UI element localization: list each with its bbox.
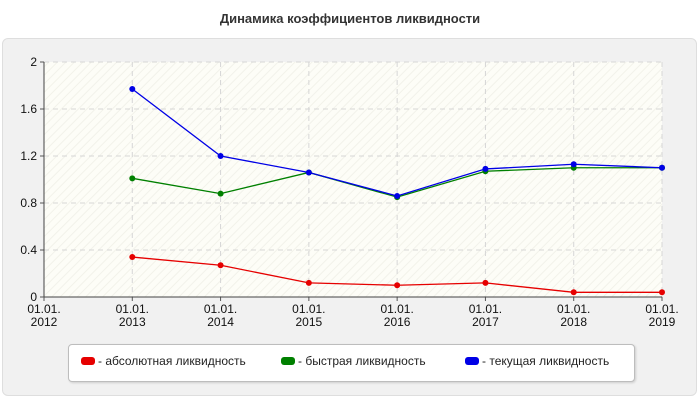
data-point xyxy=(129,86,136,93)
data-point xyxy=(217,262,224,269)
y-tick-label: 1.2 xyxy=(20,149,37,163)
legend-label: - быстрая ликвидность xyxy=(298,354,426,368)
x-tick-label: 01.01. 2019 xyxy=(645,302,678,329)
data-point xyxy=(394,282,401,289)
x-tick-label: 01.01. 2016 xyxy=(380,302,413,329)
data-point xyxy=(482,165,489,172)
x-tick-label: 01.01. 2017 xyxy=(469,302,502,329)
legend-item-current[interactable]: - текущая ликвидность xyxy=(465,354,609,368)
data-point xyxy=(659,164,665,171)
data-point xyxy=(129,254,136,261)
series-lines xyxy=(129,86,665,296)
legend-item-quick[interactable]: - быстрая ликвидность xyxy=(281,354,426,368)
legend-label: - абсолютная ликвидность xyxy=(98,354,246,368)
y-tick-label: 2 xyxy=(30,55,37,69)
tick-labels: 0 0.4 0.8 1.2 1.6 2 01.01. 2012 01.01. 2013 01.01.… xyxy=(20,55,678,329)
data-point xyxy=(482,279,489,286)
data-point xyxy=(129,175,136,182)
data-point xyxy=(570,289,577,296)
legend: - абсолютная ликвидность - быстрая ликви… xyxy=(68,344,635,382)
data-point xyxy=(305,279,312,286)
grid xyxy=(44,61,663,297)
chart-title: Динамика коэффициентов ликвидности xyxy=(219,11,481,26)
data-point xyxy=(217,153,224,159)
legend-label: - текущая ликвидность xyxy=(482,354,610,368)
legend-swatch-red xyxy=(81,357,95,365)
x-tick-label: 01.01. 2012 xyxy=(27,302,60,329)
x-tick-label: 01.01. 2014 xyxy=(204,302,237,329)
legend-item-absolute[interactable]: - абсолютная ликвидность xyxy=(81,354,246,368)
data-point xyxy=(659,289,665,296)
y-tick-label: 0 xyxy=(30,290,37,304)
data-point xyxy=(305,169,312,176)
data-point xyxy=(570,161,577,168)
x-tick-label: 01.01. 2013 xyxy=(116,302,149,329)
x-tick-label: 01.01. 2018 xyxy=(557,302,590,329)
y-tick-label: 0.4 xyxy=(20,243,37,257)
y-tick-label: 0.8 xyxy=(20,196,37,210)
legend-swatch-blue xyxy=(465,357,479,365)
data-point xyxy=(217,190,224,197)
y-tick-label: 1.6 xyxy=(20,102,37,116)
data-point xyxy=(394,192,401,199)
x-tick-label: 01.01. 2015 xyxy=(292,302,325,329)
legend-swatch-green xyxy=(281,357,295,365)
axes xyxy=(40,61,663,301)
